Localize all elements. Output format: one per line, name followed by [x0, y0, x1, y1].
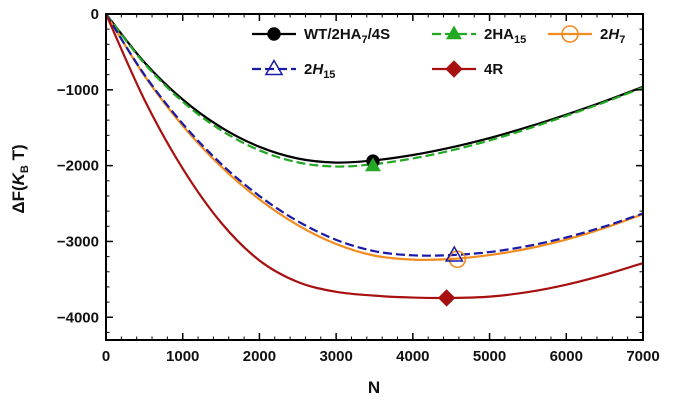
legend-marker-4 — [445, 60, 463, 78]
legend: WT/2HA7/4S 2HA15 2H7 2H15 4R — [252, 25, 625, 81]
series-marker-1 — [365, 157, 381, 172]
x-axis-label: N — [368, 378, 380, 397]
legend-label-1: 2HA15 — [484, 26, 526, 46]
y-tick-label-4: −4000 — [57, 309, 99, 326]
legend-marker-2 — [561, 25, 579, 43]
legend-item-4: 4R — [432, 60, 503, 78]
legend-label-2: 2H7 — [600, 26, 625, 46]
y-tick-label-0: 0 — [91, 6, 99, 23]
plot-frame — [105, 13, 644, 341]
legend-label-3: 2H15 — [304, 61, 335, 81]
x-tick-label-7: 7000 — [626, 348, 659, 365]
legend-item-0: WT/2HA7/4S — [252, 26, 390, 46]
x-tick-label-1: 1000 — [166, 348, 199, 365]
marker-layer — [365, 154, 467, 307]
y-axis-label-symbol: K — [9, 171, 28, 185]
axes-layer: 0 1000 2000 3000 4000 5000 6000 7000 0 −1000 −2000… — [57, 6, 660, 365]
legend-marker-0 — [267, 27, 281, 41]
y-tick-label-2: −2000 — [57, 158, 99, 175]
legend-marker-3 — [264, 58, 284, 76]
y-tick-label-3: −3000 — [57, 233, 99, 250]
legend-item-2: 2H7 — [548, 25, 625, 46]
legend-item-3: 2H15 — [252, 58, 335, 81]
y-axis-label-main: ΔF( — [9, 185, 28, 214]
series-line-4 — [106, 14, 643, 300]
series-line-2 — [106, 14, 643, 261]
legend-label-4: 4R — [484, 61, 503, 78]
x-tick-label-4: 4000 — [396, 348, 429, 365]
y-axis-label: ΔF(KB T) — [9, 144, 31, 213]
series-marker-4 — [437, 289, 456, 307]
legend-marker-1 — [446, 25, 462, 40]
y-axis-label-subscript: B — [19, 165, 31, 173]
y-axis-label-tail: T) — [9, 144, 28, 165]
series-marker-3 — [444, 245, 464, 262]
x-tick-label-6: 6000 — [550, 348, 583, 365]
series-line-3 — [106, 14, 643, 257]
legend-item-1: 2HA15 — [432, 25, 526, 46]
y-tick-label-1: −1000 — [57, 82, 99, 99]
x-tick-label-2: 2000 — [243, 348, 276, 365]
series-layer — [106, 14, 643, 300]
legend-label-0: WT/2HA7/4S — [304, 26, 390, 46]
x-tick-label-0: 0 — [102, 348, 110, 365]
x-tick-label-5: 5000 — [473, 348, 506, 365]
x-tick-label-3: 3000 — [319, 348, 352, 365]
